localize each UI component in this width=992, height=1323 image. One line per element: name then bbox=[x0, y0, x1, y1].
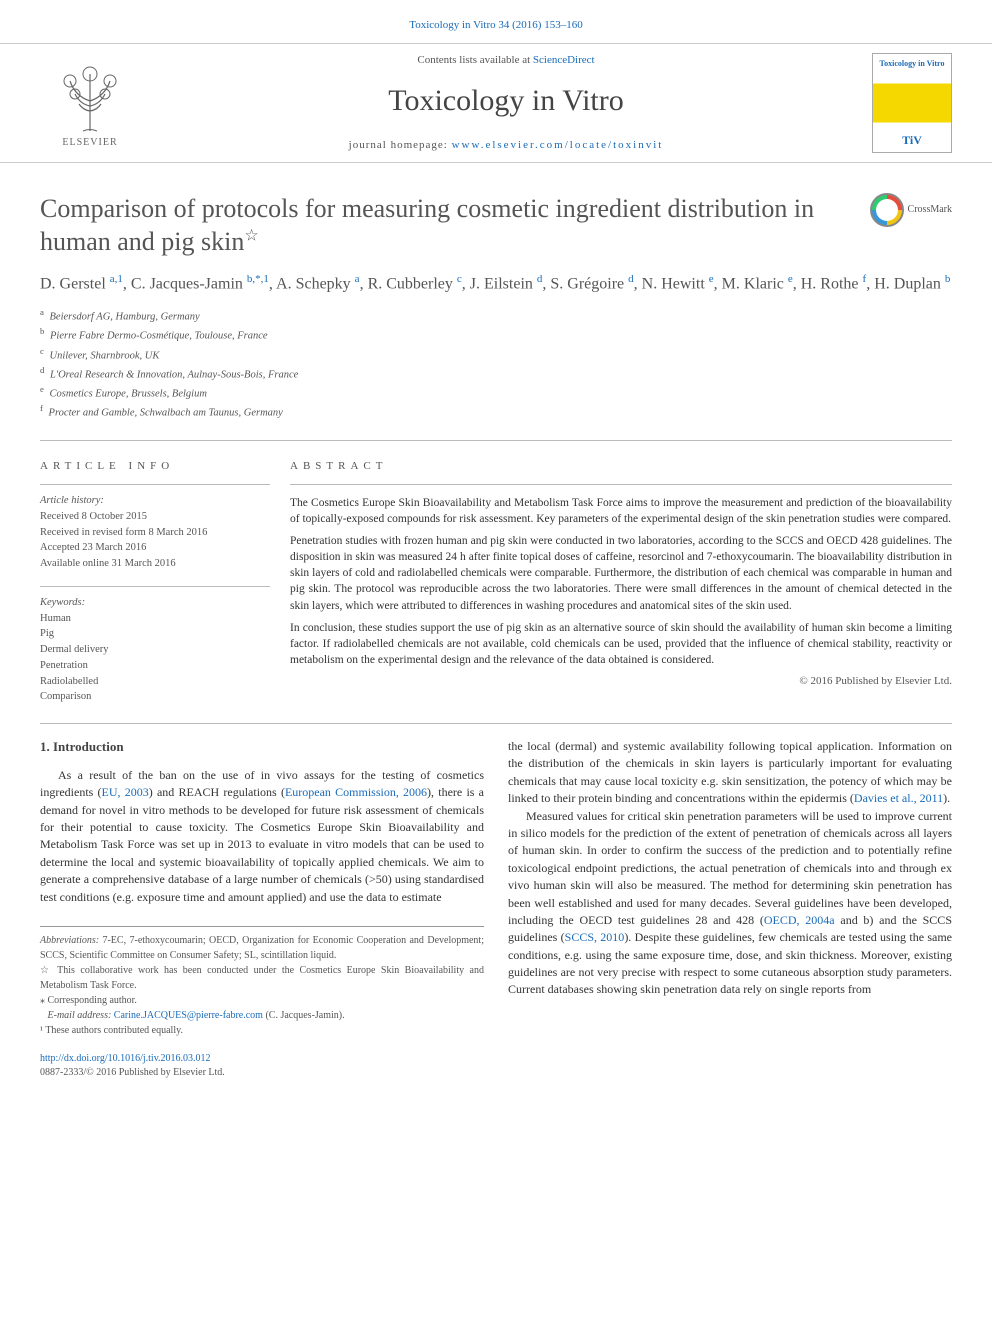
email-footnote: E-mail address: Carine.JACQUES@pierre-fa… bbox=[40, 1008, 484, 1023]
journal-homepage: journal homepage: www.elsevier.com/locat… bbox=[140, 138, 872, 153]
contents-prefix: Contents lists available at bbox=[417, 54, 532, 66]
abstract-copyright: © 2016 Published by Elsevier Ltd. bbox=[290, 674, 952, 689]
affiliation-line: e Cosmetics Europe, Brussels, Belgium bbox=[40, 383, 952, 402]
star-footnote: ☆ This collaborative work has been condu… bbox=[40, 963, 484, 993]
affiliation-line: b Pierre Fabre Dermo-Cosmétique, Toulous… bbox=[40, 325, 952, 344]
banner-center: Contents lists available at ScienceDirec… bbox=[140, 53, 872, 154]
issn-copyright: 0887-2333/© 2016 Published by Elsevier L… bbox=[40, 1067, 225, 1078]
affiliations: a Beiersdorf AG, Hamburg, Germanyb Pierr… bbox=[40, 306, 952, 422]
article-history: Article history: Received 8 October 2015… bbox=[40, 484, 270, 572]
intro-heading: 1. Introduction bbox=[40, 738, 484, 757]
abbreviations-footnote: Abbreviations: 7-EC, 7-ethoxycoumarin; O… bbox=[40, 933, 484, 963]
ref-link-eu2003[interactable]: EU, 2003 bbox=[102, 785, 149, 799]
abbrev-label: Abbreviations: bbox=[40, 935, 99, 946]
citation-header: Toxicology in Vitro 34 (2016) 153–160 bbox=[0, 0, 992, 43]
contents-line: Contents lists available at ScienceDirec… bbox=[140, 53, 872, 68]
ref-link-sccs2010[interactable]: SCCS, 2010 bbox=[565, 930, 625, 944]
history-line: Received 8 October 2015 bbox=[40, 509, 270, 525]
footnotes: Abbreviations: 7-EC, 7-ethoxycoumarin; O… bbox=[40, 926, 484, 1038]
affiliation-line: f Procter and Gamble, Schwalbach am Taun… bbox=[40, 402, 952, 421]
divider bbox=[40, 723, 952, 724]
keyword: Penetration bbox=[40, 658, 270, 674]
crossmark-badge[interactable]: CrossMark bbox=[870, 193, 952, 227]
history-label: Article history: bbox=[40, 493, 270, 509]
title-footnote-star: ☆ bbox=[244, 227, 258, 244]
elsevier-tree-icon bbox=[55, 56, 125, 136]
history-line: Received in revised form 8 March 2016 bbox=[40, 525, 270, 541]
abstract-p1: The Cosmetics Europe Skin Bioavailabilit… bbox=[290, 495, 952, 527]
divider bbox=[40, 440, 952, 441]
equal-contribution-footnote: ¹ These authors contributed equally. bbox=[40, 1023, 484, 1038]
journal-cover-thumbnail: Toxicology in Vitro TiV bbox=[872, 53, 952, 153]
affiliation-line: a Beiersdorf AG, Hamburg, Germany bbox=[40, 306, 952, 325]
email-label: E-mail address: bbox=[48, 1010, 112, 1021]
citation-link[interactable]: Toxicology in Vitro 34 (2016) 153–160 bbox=[409, 19, 582, 31]
article-info-heading: ARTICLE INFO bbox=[40, 459, 270, 474]
email-suffix: (C. Jacques-Jamin). bbox=[263, 1010, 345, 1021]
abstract-p2: Penetration studies with frozen human an… bbox=[290, 533, 952, 613]
cover-logo: TiV bbox=[902, 132, 922, 149]
title-text: Comparison of protocols for measuring co… bbox=[40, 194, 814, 256]
keywords-block: Keywords: HumanPigDermal deliveryPenetra… bbox=[40, 586, 270, 705]
affiliation-line: d L'Oreal Research & Innovation, Aulnay-… bbox=[40, 364, 952, 383]
history-line: Available online 31 March 2016 bbox=[40, 556, 270, 572]
body-left-column: 1. Introduction As a result of the ban o… bbox=[40, 738, 484, 1038]
keyword: Comparison bbox=[40, 689, 270, 705]
affiliation-line: c Unilever, Sharnbrook, UK bbox=[40, 345, 952, 364]
journal-banner: ELSEVIER Contents lists available at Sci… bbox=[0, 43, 992, 163]
article-info-column: ARTICLE INFO Article history: Received 8… bbox=[40, 459, 290, 705]
cover-title: Toxicology in Vitro bbox=[880, 58, 945, 69]
keyword: Human bbox=[40, 611, 270, 627]
keyword: Radiolabelled bbox=[40, 674, 270, 690]
abbrev-text: 7-EC, 7-ethoxycoumarin; OECD, Organizati… bbox=[40, 935, 484, 961]
body-right-p1: the local (dermal) and systemic availabi… bbox=[508, 738, 952, 808]
page-footer: http://dx.doi.org/10.1016/j.tiv.2016.03.… bbox=[0, 1038, 992, 1100]
ref-link-ec2006[interactable]: European Commission, 2006 bbox=[285, 785, 427, 799]
homepage-link[interactable]: www.elsevier.com/locate/toxinvit bbox=[452, 139, 664, 151]
abstract-p3: In conclusion, these studies support the… bbox=[290, 620, 952, 668]
article-title: Comparison of protocols for measuring co… bbox=[40, 193, 850, 258]
intro-paragraph: As a result of the ban on the use of in … bbox=[40, 767, 484, 906]
history-line: Accepted 23 March 2016 bbox=[40, 540, 270, 556]
ref-link-davies2011[interactable]: Davies et al., 2011 bbox=[854, 791, 943, 805]
corresponding-author-footnote: ⁎ Corresponding author. bbox=[40, 993, 484, 1008]
crossmark-label: CrossMark bbox=[908, 203, 952, 217]
crossmark-icon bbox=[870, 193, 904, 227]
body-columns: 1. Introduction As a result of the ban o… bbox=[40, 738, 952, 1038]
authors-line: D. Gerstel a,1, C. Jacques-Jamin b,*,1, … bbox=[40, 272, 952, 296]
keyword: Pig bbox=[40, 626, 270, 642]
article-main: Comparison of protocols for measuring co… bbox=[0, 163, 992, 1038]
publisher-name: ELSEVIER bbox=[62, 136, 117, 150]
abstract-heading: ABSTRACT bbox=[290, 459, 952, 474]
publisher-logo: ELSEVIER bbox=[40, 56, 140, 150]
keywords-label: Keywords: bbox=[40, 595, 270, 611]
journal-name: Toxicology in Vitro bbox=[140, 80, 872, 122]
body-right-p2: Measured values for critical skin penetr… bbox=[508, 808, 952, 999]
sciencedirect-link[interactable]: ScienceDirect bbox=[533, 54, 595, 66]
abstract-column: ABSTRACT The Cosmetics Europe Skin Bioav… bbox=[290, 459, 952, 705]
email-link[interactable]: Carine.JACQUES@pierre-fabre.com bbox=[114, 1010, 263, 1021]
doi-link[interactable]: http://dx.doi.org/10.1016/j.tiv.2016.03.… bbox=[40, 1053, 211, 1064]
abstract-text: The Cosmetics Europe Skin Bioavailabilit… bbox=[290, 484, 952, 689]
keyword: Dermal delivery bbox=[40, 642, 270, 658]
body-right-column: the local (dermal) and systemic availabi… bbox=[508, 738, 952, 1038]
ref-link-oecd2004a[interactable]: OECD, 2004a bbox=[764, 913, 835, 927]
homepage-prefix: journal homepage: bbox=[349, 139, 452, 151]
